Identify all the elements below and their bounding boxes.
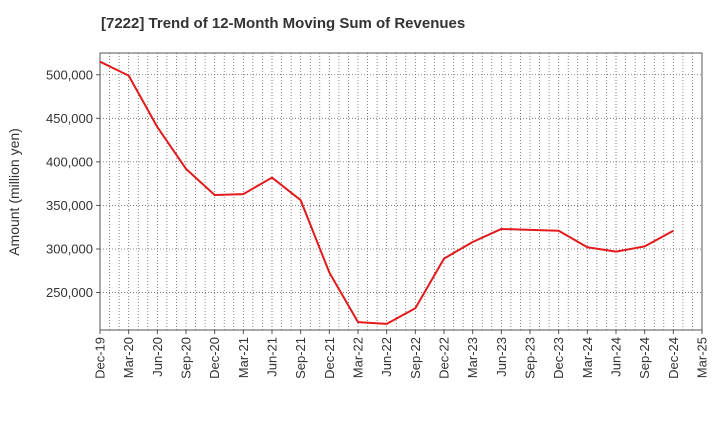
x-tick-label: Mar-25: [695, 337, 710, 378]
x-tick-label: Mar-20: [121, 337, 136, 378]
x-tick-label: Dec-23: [551, 337, 566, 379]
x-tick-label: Dec-20: [207, 337, 222, 379]
x-tick-label: Sep-24: [637, 337, 652, 379]
x-tick-label: Jun-23: [494, 337, 509, 377]
x-tick-label: Jun-22: [379, 337, 394, 377]
x-tick-label: Sep-22: [408, 337, 423, 379]
x-tick-label: Sep-20: [179, 337, 194, 379]
x-tick-label: Dec-19: [93, 337, 108, 379]
x-tick-label: Mar-21: [236, 337, 251, 378]
x-tick-label: Sep-23: [523, 337, 538, 379]
x-tick-label: Jun-21: [265, 337, 280, 377]
x-tick-label: Jun-20: [150, 337, 165, 377]
y-tick-label: 250,000: [46, 285, 93, 300]
x-axis: Dec-19 Mar-20 Jun-20 Sep-20 Dec-20 Mar-21 Jun-…: [93, 330, 710, 379]
y-axis: 250,000 300,000 350,000 400,000 450,000 500,0…: [46, 67, 100, 300]
x-tick-label: Sep-21: [293, 337, 308, 379]
chart-title: [7222] Trend of 12-Month Moving Sum of R…: [101, 15, 466, 32]
y-axis-label: Amount (million yen): [6, 128, 22, 256]
x-tick-label: Dec-22: [437, 337, 452, 379]
x-tick-label: Mar-24: [580, 337, 595, 378]
x-tick-label: Jun-24: [609, 337, 624, 377]
x-tick-label: Mar-23: [465, 337, 480, 378]
series-layer: [99, 60, 674, 325]
y-tick-label: 450,000: [46, 111, 93, 126]
y-tick-label: 300,000: [46, 241, 93, 256]
grid-lines: [100, 53, 702, 330]
x-tick-label: Dec-21: [322, 337, 337, 379]
plot-area: [99, 52, 703, 331]
x-tick-label: Mar-22: [351, 337, 366, 378]
y-tick-label: 350,000: [46, 198, 93, 213]
x-tick-label: Dec-24: [666, 337, 681, 379]
y-tick-label: 500,000: [46, 67, 93, 82]
y-tick-label: 400,000: [46, 154, 93, 169]
